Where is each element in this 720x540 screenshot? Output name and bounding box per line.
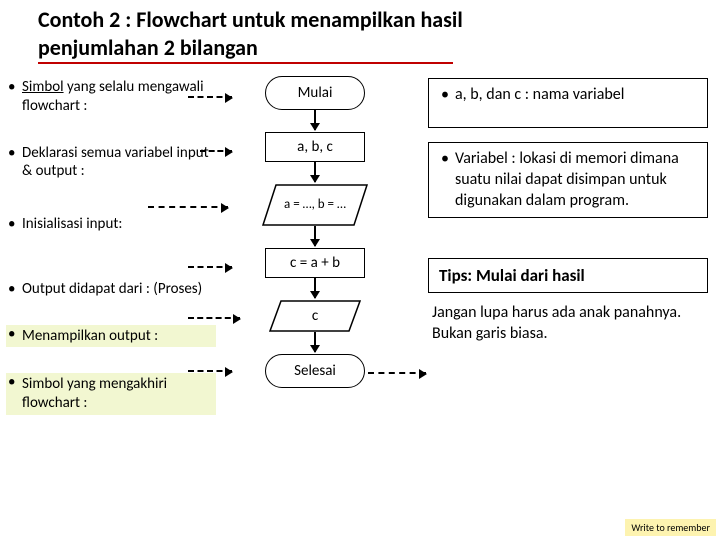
dash-arrow-out [188, 317, 240, 319]
title-underline [38, 62, 453, 64]
info-box-definition: Variabel : lokasi di memori dimana suatu… [428, 142, 708, 218]
node-declaration-label: a, b, c [297, 138, 333, 156]
node-output-label: c [269, 300, 361, 332]
arrow-note: Jangan lupa harus ada anak panahnya. Buk… [432, 303, 708, 345]
arrow-4 [314, 278, 316, 298]
node-start: Mulai [265, 76, 365, 110]
node-end-label: Selesai [294, 362, 336, 380]
dash-arrow-proc [188, 266, 232, 268]
node-process: c = a + b [265, 248, 365, 278]
arrow-5 [314, 332, 316, 352]
info-box-variables: a, b, dan c : nama variabel [428, 78, 708, 128]
node-init: a = …, b = … [262, 184, 368, 226]
tips-box: Tips: Mulai dari hasil [428, 258, 708, 293]
title-line1: Contoh 2 : Flowchart untuk menampilkan h… [38, 6, 463, 33]
bullet-output: Menampilkan output : [6, 325, 216, 348]
node-output: c [269, 300, 361, 332]
tips-label: Tips: Mulai dari hasil [439, 265, 585, 286]
node-declaration: a, b, c [265, 132, 365, 162]
footer-tag: Write to remember [625, 519, 716, 536]
dash-arrow-note [368, 372, 426, 374]
footer-label: Write to remember [631, 521, 710, 534]
arrow-2 [314, 162, 316, 182]
bullet-underlined: Simbol [22, 78, 64, 96]
slide-title: Contoh 2 : Flowchart untuk menampilkan h… [38, 6, 463, 61]
arrow-3 [314, 226, 316, 246]
bullet-declaration: Deklarasi semua variabel input & output … [6, 144, 216, 182]
right-column: a, b, dan c : nama variabel Variabel : l… [428, 78, 708, 345]
node-start-label: Mulai [298, 84, 333, 102]
bullet-process: Output didapat dari : (Proses) [6, 280, 216, 299]
bullet-init: Inisialisasi input: [6, 215, 216, 234]
arrow-1 [314, 110, 316, 130]
node-init-label: a = …, b = … [262, 184, 368, 226]
bullet-start-symbol: Simbol yang selalu mengawali flowchart : [6, 78, 216, 116]
info-var-def: Variabel : lokasi di memori dimana suatu… [439, 149, 697, 211]
bullet-end-symbol: Simbol yang mengakhiri flowchart : [6, 373, 216, 415]
info-var-names: a, b, dan c : nama variabel [439, 85, 697, 106]
dash-arrow-end [188, 370, 232, 372]
left-column: Simbol yang selalu mengawali flowchart :… [6, 78, 216, 431]
node-end: Selesai [265, 354, 365, 388]
dash-arrow-init [148, 206, 228, 208]
title-line2: penjumlahan 2 bilangan [38, 34, 258, 61]
node-process-label: c = a + b [290, 254, 340, 272]
dash-arrow-start [188, 96, 232, 98]
dash-arrow-decl [200, 150, 232, 152]
